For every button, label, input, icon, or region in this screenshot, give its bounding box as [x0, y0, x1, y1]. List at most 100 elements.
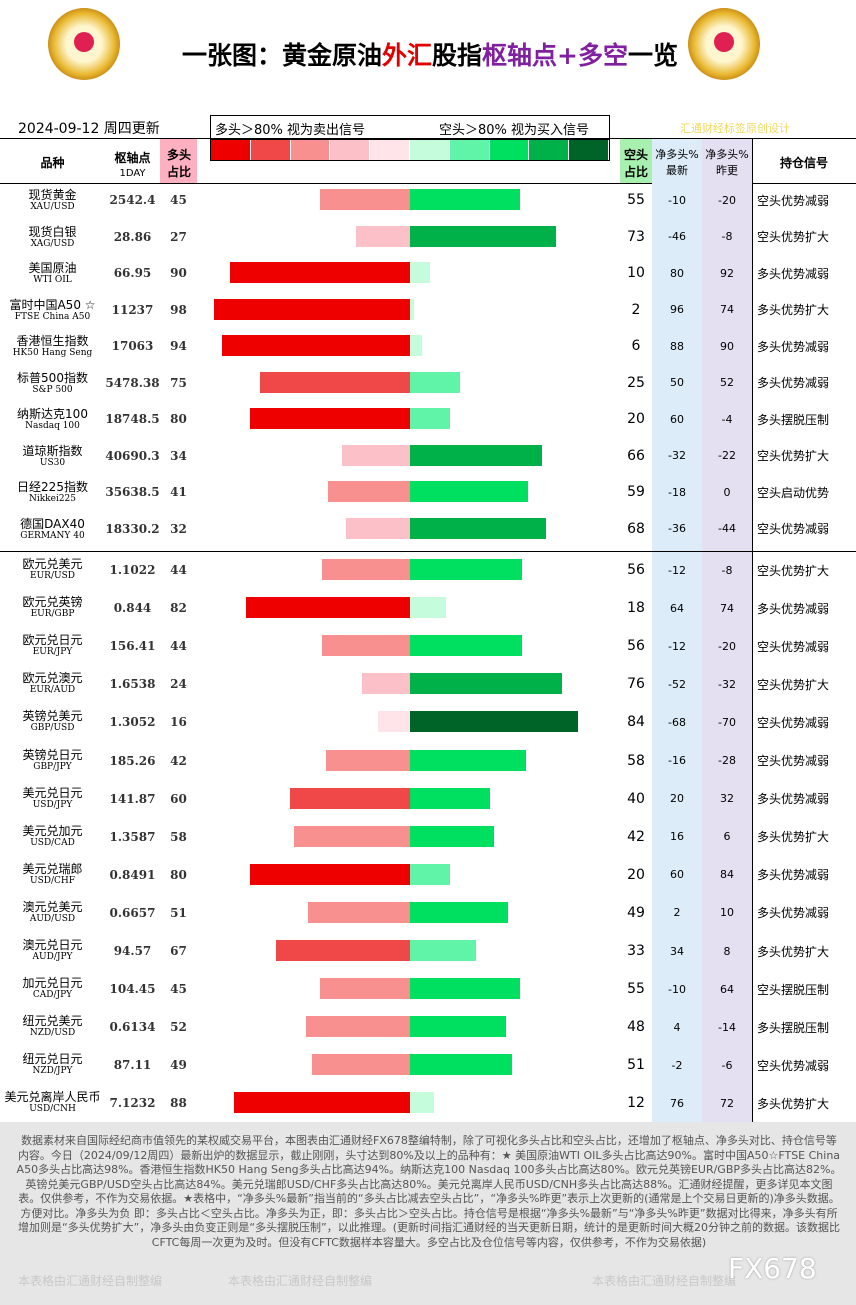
- pivot: 0.6657: [109, 905, 156, 920]
- row-code: GBP/USD: [30, 723, 75, 734]
- title-part: 枢轴点: [482, 41, 558, 70]
- net-prev: 32: [720, 792, 734, 806]
- pivot: 5478.38: [105, 375, 160, 390]
- signal: 多头优势扩大: [757, 1096, 830, 1111]
- title-part: 一览: [628, 41, 679, 70]
- short-bar: [410, 749, 526, 771]
- long-pct: 80: [170, 867, 187, 882]
- signal: 多头优势减弱: [757, 868, 830, 883]
- short-bar: [410, 298, 414, 320]
- short-pct: 25: [627, 374, 645, 391]
- net-latest: 4: [673, 1020, 681, 1034]
- long-bar: [230, 262, 410, 284]
- long-bar: [276, 940, 410, 962]
- short-pct: 58: [627, 752, 645, 769]
- long-header-bg: [160, 139, 197, 183]
- short-bar: [410, 711, 578, 733]
- net-prev: 6: [723, 830, 731, 844]
- net-latest: -10: [668, 982, 686, 996]
- long-bar: [312, 1054, 410, 1076]
- short-bar: [410, 1092, 434, 1114]
- row-name: 美元兑离岸人民币: [4, 1090, 101, 1105]
- swatch: [489, 140, 530, 160]
- row-name: 澳元兑日元: [22, 938, 83, 952]
- net-latest: -52: [668, 677, 686, 691]
- signal: 空头优势扩大: [757, 230, 830, 245]
- net-latest: 20: [670, 792, 684, 806]
- signal: 多头摆脱压制: [757, 412, 830, 427]
- row-code: Nikkei225: [28, 494, 77, 504]
- short-pct: 42: [627, 828, 645, 845]
- swatch: [409, 140, 450, 160]
- signal: 空头优势扩大: [757, 563, 830, 578]
- net-latest: 2: [673, 906, 681, 920]
- long-pct: 82: [170, 601, 187, 616]
- short-bar: [410, 978, 520, 1000]
- watermark: 本表格由汇通财经自制整编: [228, 1274, 373, 1288]
- pivot: 18330.2: [105, 521, 160, 536]
- short-pct: 73: [627, 228, 645, 245]
- net-latest: 80: [670, 266, 684, 280]
- short-pct: 51: [627, 1057, 645, 1074]
- swatch: [211, 140, 251, 160]
- short-pct: 49: [627, 904, 645, 921]
- long-pct: 45: [170, 193, 187, 208]
- long-pct: 90: [170, 266, 187, 281]
- net-prev: -70: [718, 715, 736, 729]
- net-prev: -14: [718, 1020, 736, 1034]
- watermark: 本表格由汇通财经自制整编: [18, 1274, 163, 1288]
- swatch: [370, 140, 410, 160]
- long-bar: [320, 189, 410, 211]
- pivot: 0.8491: [109, 867, 156, 882]
- fx-logo: FX678: [728, 1252, 817, 1285]
- long-pct: 51: [170, 905, 187, 920]
- net-latest: 64: [670, 601, 684, 615]
- long-bar: [320, 978, 410, 1000]
- signal: 空头优势减弱: [757, 715, 830, 730]
- row-code: FTSE China A50: [14, 311, 91, 322]
- short-pct: 2: [631, 301, 641, 318]
- row-code: NZD/USD: [29, 1028, 76, 1039]
- short-bar: [410, 335, 422, 357]
- net-prev: -28: [718, 754, 736, 768]
- signal: 多头优势减弱: [757, 906, 830, 921]
- long-pct: 27: [170, 229, 187, 244]
- short-pct: 59: [627, 484, 645, 501]
- legend-short: 空头＞80% 视为买入信号: [439, 123, 590, 138]
- col-header: 持仓信号: [779, 155, 828, 170]
- swatch: [569, 140, 609, 160]
- net-prev: 84: [720, 868, 734, 882]
- row-code: USD/CAD: [30, 837, 75, 848]
- row-code: GERMANY 40: [20, 530, 85, 541]
- short-pct: 48: [627, 1019, 645, 1036]
- net-prev: -22: [718, 449, 736, 463]
- pivot: 40690.3: [105, 448, 160, 463]
- net-latest: 60: [670, 412, 684, 426]
- net-latest: -12: [668, 639, 686, 653]
- net-latest: 16: [670, 830, 684, 844]
- long-bar: [342, 444, 410, 466]
- row-name: 美元兑瑞郎: [22, 861, 83, 876]
- short-bar: [410, 481, 528, 503]
- short-bar: [410, 559, 522, 581]
- swatch: [250, 140, 291, 160]
- signal: 多头优势减弱: [757, 266, 830, 281]
- long-bar: [326, 749, 410, 771]
- signal: 多头优势扩大: [757, 830, 830, 845]
- long-pct: 34: [170, 448, 187, 463]
- long-bar: [306, 1016, 410, 1038]
- net-latest: -12: [668, 563, 686, 577]
- pivot: 0.6134: [109, 1020, 156, 1035]
- row-code: GBP/JPY: [33, 761, 72, 772]
- pivot: 11237: [111, 302, 154, 317]
- long-pct: 94: [170, 339, 187, 354]
- date: 2024-09-12 周四更新: [18, 121, 160, 137]
- swatch: [290, 140, 331, 160]
- row-code: EUR/GBP: [30, 609, 75, 620]
- row-name: 纽元兑美元: [22, 1014, 83, 1029]
- short-bar: [410, 371, 460, 393]
- logo-right: [688, 8, 760, 80]
- net-prev: -20: [718, 193, 736, 207]
- col-header: 净多头%昨更: [705, 148, 749, 177]
